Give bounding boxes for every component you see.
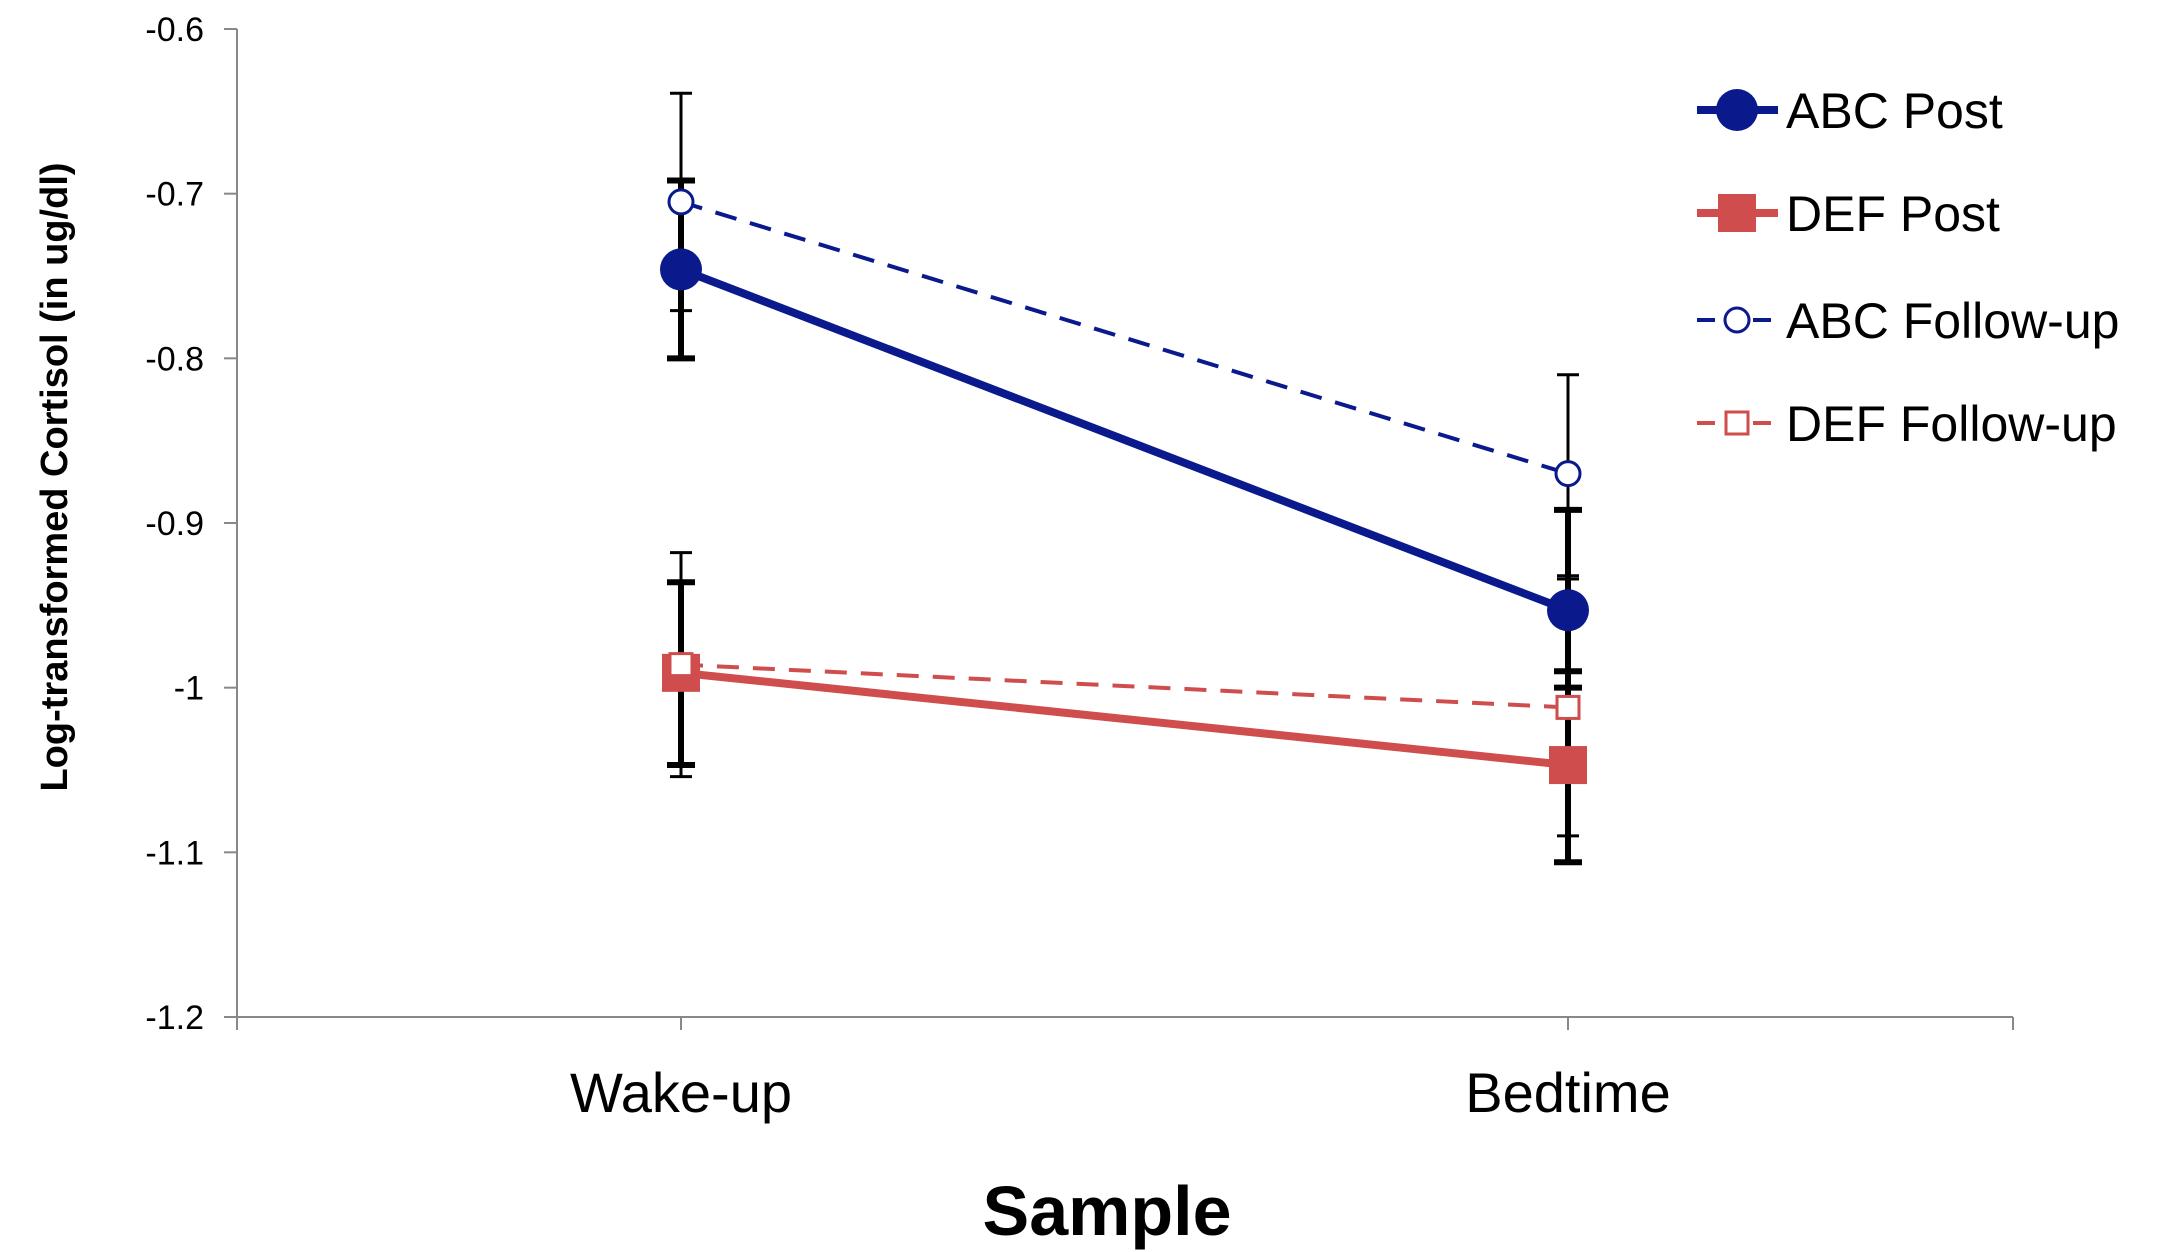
legend-label-abc-post: ABC Post: [1786, 83, 2003, 139]
legend-marker-abc-post: [1716, 89, 1758, 131]
data-point-def-follow-up: [1555, 694, 1581, 720]
y-tick-label: -1.1: [145, 834, 204, 872]
y-tick-label: -0.9: [145, 505, 204, 543]
axes: -0.6 -0.7 -0.8 -0.9 -1 -1.1 -1.2 Wake-up Bedtime: [145, 11, 2014, 1124]
series-line-abc-post: [679, 265, 1570, 615]
x-axis-title: Sample: [983, 1172, 1232, 1250]
data-point-abc-follow-up: [667, 188, 695, 216]
legend-marker-abc-follow-up: [1723, 306, 1751, 334]
series-markers: [660, 188, 1589, 785]
y-tick-label: -0.7: [145, 176, 204, 214]
x-tick-label: Bedtime: [1465, 1061, 1670, 1124]
data-point-def-follow-up: [668, 652, 694, 678]
legend-label-def-follow-up: DEF Follow-up: [1786, 396, 2117, 452]
series-lines: [679, 199, 1570, 770]
error-bars: [667, 91, 1582, 866]
y-tick-label: -1.2: [145, 999, 204, 1037]
legend-marker-def-follow-up: [1724, 410, 1750, 436]
legend-label-abc-follow-up: ABC Follow-up: [1786, 293, 2119, 349]
data-point-abc-post: [1547, 589, 1589, 632]
x-tick-label: Wake-up: [570, 1061, 792, 1124]
legend-marker-def-post: [1718, 194, 1756, 232]
series-line-abc-follow-up: [680, 199, 1569, 476]
legend: ABC Post DEF Post ABC Follow-up DEF Follow-…: [1697, 83, 2119, 452]
data-point-abc-post: [660, 248, 702, 291]
data-point-def-post: [1549, 746, 1587, 785]
y-axis-title: Log-transformed Cortisol (in ug/dl): [34, 162, 76, 791]
data-point-abc-follow-up: [1554, 460, 1582, 488]
legend-label-def-post: DEF Post: [1786, 186, 2000, 242]
series-line-def-post: [680, 668, 1569, 770]
series-line-def-follow-up: [680, 662, 1569, 710]
y-tick-label: -1: [174, 670, 204, 708]
y-tick-label: -0.6: [145, 11, 204, 49]
y-tick-label: -0.8: [145, 340, 204, 378]
